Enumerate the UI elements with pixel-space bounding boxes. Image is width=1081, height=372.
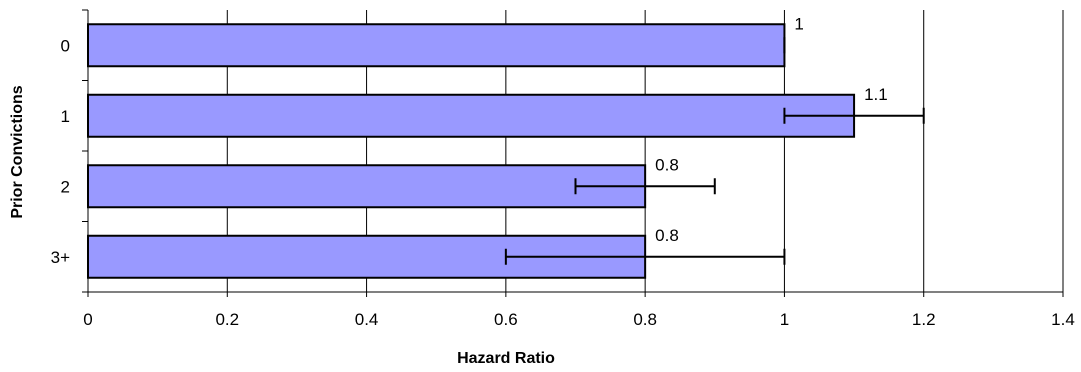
- x-tick-label: 0.6: [494, 310, 518, 329]
- data-label-3+: 0.8: [655, 226, 679, 245]
- x-tick-label: 0: [83, 310, 92, 329]
- bar-layer: [87, 23, 925, 279]
- x-tick-label: 1.2: [912, 310, 936, 329]
- bar-2: [87, 164, 647, 209]
- y-axis-title: Prior Convictions: [9, 85, 26, 218]
- x-tick-label: 0.4: [355, 310, 379, 329]
- bar-1: [87, 93, 856, 138]
- x-tick-label: 0.2: [215, 310, 239, 329]
- bar-0: [87, 23, 786, 68]
- x-axis-title: Hazard Ratio: [457, 350, 555, 367]
- data-label-2: 0.8: [655, 155, 679, 174]
- y-tick-label-3+: 3+: [51, 248, 70, 267]
- y-tick-label-0: 0: [61, 36, 70, 55]
- x-tick-label: 1: [780, 310, 789, 329]
- y-tick-label-1: 1: [61, 107, 70, 126]
- axis-layer: [82, 9, 1064, 297]
- label-layer: 0 0.2 0.4 0.6 0.8 1 1.2 1.4 0 1 1 1.1 2 0.8 3+ 0.8: [51, 14, 1075, 329]
- x-tick-label: 0.8: [633, 310, 657, 329]
- data-label-0: 1: [794, 14, 803, 33]
- data-label-1: 1.1: [864, 85, 888, 104]
- x-tick-label: 1.4: [1051, 310, 1075, 329]
- y-tick-label-2: 2: [61, 177, 70, 196]
